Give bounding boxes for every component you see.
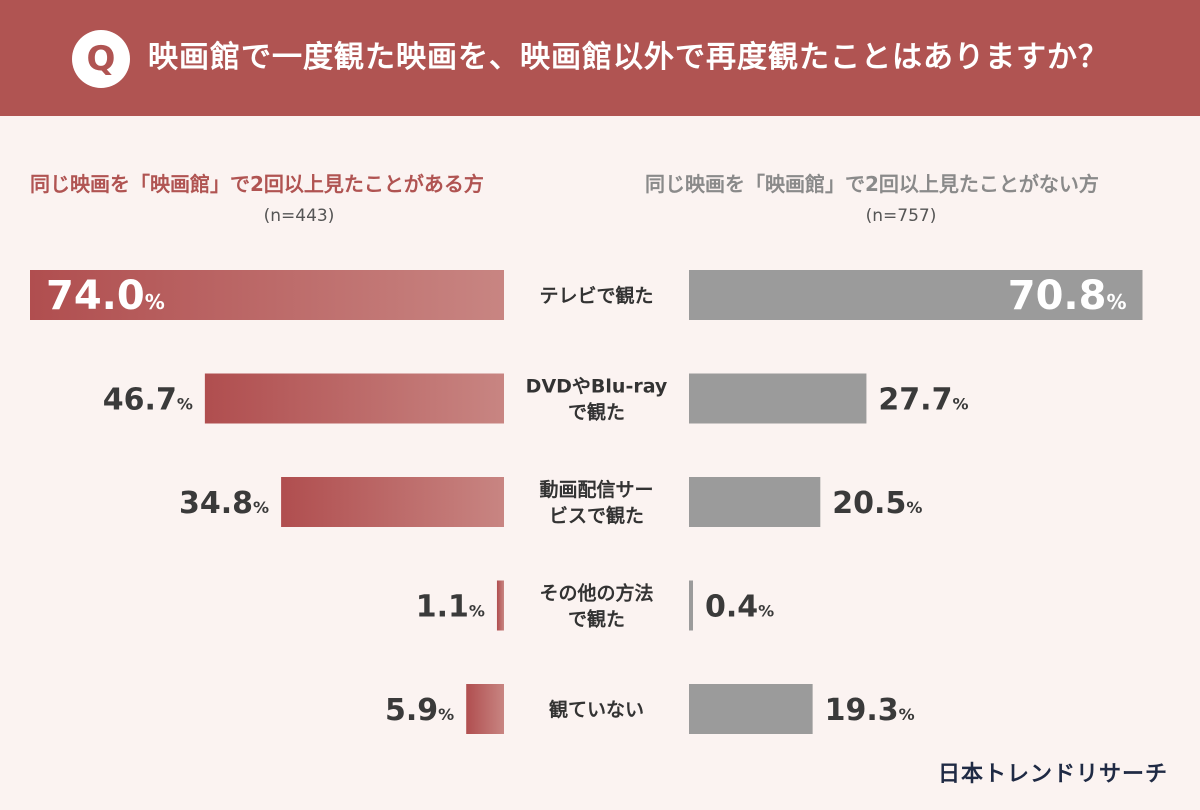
right-bar (689, 270, 1143, 320)
question-title: 映画館で一度観た映画を、映画館以外で再度観たことはありますか？ (148, 40, 1109, 75)
category-label: 動画配信サービスで観た (539, 478, 653, 527)
right-value-label: 19.3% (825, 693, 915, 728)
left-value-label: 5.9% (385, 693, 454, 728)
left-bar (204, 373, 505, 424)
left-value-label: 34.8% (179, 486, 269, 521)
left-bar (281, 477, 504, 527)
right-bar (689, 477, 821, 527)
right-group-title: 同じ映画を「映画館」で2回以上見たことがない方 (645, 172, 1099, 196)
left-value-label: 74.0% (46, 273, 165, 319)
butterfly-bar-chart: 74.0% 70.8% テレビで観た 46.7% 27.7% DVDやBlu-ray で観た… (30, 270, 1143, 734)
right-bar (689, 684, 813, 734)
left-value-label: 46.7% (103, 383, 193, 418)
left-bar (466, 684, 504, 734)
right-bar (689, 580, 693, 631)
right-value-label: 20.5% (832, 486, 922, 521)
left-group-n: (n=443) (263, 206, 335, 226)
header-banner: Q 映画館で一度観た映画を、映画館以外で再度観たことはありますか？ (0, 0, 1200, 116)
right-value-label: 70.8% (1008, 273, 1127, 319)
left-group-title: 同じ映画を「映画館」で2回以上見たことがある方 (30, 172, 484, 196)
right-group-n: (n=757) (865, 206, 937, 226)
left-bar (30, 270, 504, 320)
category-label: DVDやBlu-ray で観た (526, 376, 668, 424)
category-label: 観ていない (549, 698, 644, 721)
source-logo: 日本トレンドリサーチ (937, 762, 1168, 787)
question-badge: Q (72, 30, 130, 88)
right-value-label: 27.7% (878, 383, 968, 418)
category-label: テレビで観た (539, 284, 653, 307)
right-bar (689, 373, 867, 424)
right-value-label: 0.4% (705, 590, 774, 625)
left-value-label: 1.1% (416, 590, 485, 625)
category-label: その他の方法で観た (539, 582, 653, 631)
left-bar (496, 580, 504, 631)
